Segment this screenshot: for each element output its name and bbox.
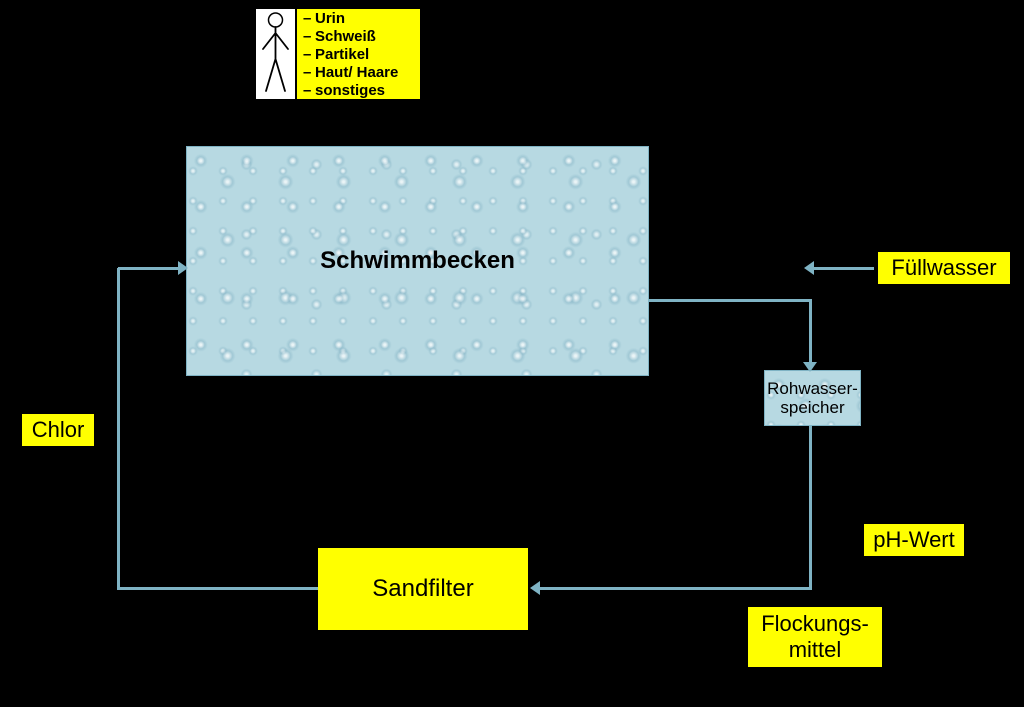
list-label: Partikel bbox=[315, 46, 369, 63]
list-item: –Haut/ Haare bbox=[297, 63, 420, 81]
sandfilter-node: Sandfilter bbox=[318, 548, 528, 630]
pool-node: Schwimmbecken bbox=[186, 146, 649, 376]
arrowhead-raw-to-sf-h bbox=[530, 581, 540, 595]
sandfilter-label: Sandfilter bbox=[318, 575, 528, 603]
edge-pool-to-raw-v bbox=[809, 300, 812, 362]
flockung-label-box: Flockungs- mittel bbox=[748, 607, 882, 667]
edge-sf-to-pool-v bbox=[117, 268, 120, 590]
raw-storage-node: Rohwasser- speicher bbox=[764, 370, 861, 426]
edge-sf-to-pool-h bbox=[118, 587, 318, 590]
phwert-label: pH-Wert bbox=[873, 527, 955, 552]
edge-pool-to-raw-h bbox=[649, 299, 812, 302]
person-icon bbox=[256, 9, 295, 99]
fuellwasser-label-box: Füllwasser bbox=[878, 252, 1010, 284]
edge-fuell-to-raw bbox=[814, 267, 874, 270]
arrowhead-sf-to-pool-in bbox=[178, 261, 188, 275]
list-label: Schweiß bbox=[315, 28, 376, 45]
raw-storage-label: Rohwasser- speicher bbox=[765, 379, 860, 417]
list-item: –sonstiges bbox=[297, 81, 420, 99]
pool-label: Schwimmbecken bbox=[187, 247, 648, 275]
phwert-label-box: pH-Wert bbox=[864, 524, 964, 556]
list-item: –Schweiß bbox=[297, 27, 420, 45]
edge-raw-to-sf-v bbox=[809, 426, 812, 590]
edge-raw-to-sf-h bbox=[540, 587, 812, 590]
person-box bbox=[255, 8, 296, 100]
list-label: Haut/ Haare bbox=[315, 64, 398, 81]
list-item: –Urin bbox=[297, 9, 420, 27]
fuellwasser-label: Füllwasser bbox=[891, 255, 996, 280]
list-label: sonstiges bbox=[315, 82, 385, 99]
contaminants-box: –Urin –Schweiß –Partikel –Haut/ Haare –s… bbox=[296, 8, 421, 100]
diagram-canvas: –Urin –Schweiß –Partikel –Haut/ Haare –s… bbox=[0, 0, 1024, 707]
arrowhead-fuell-to-raw bbox=[804, 261, 814, 275]
arrowhead-pool-to-raw-v bbox=[803, 362, 817, 372]
chlor-label: Chlor bbox=[32, 417, 85, 442]
edge-sf-to-pool-in bbox=[118, 267, 178, 270]
list-label: Urin bbox=[315, 10, 345, 27]
chlor-label-box: Chlor bbox=[22, 414, 94, 446]
list-item: –Partikel bbox=[297, 45, 420, 63]
flockung-label: Flockungs- mittel bbox=[761, 611, 869, 662]
